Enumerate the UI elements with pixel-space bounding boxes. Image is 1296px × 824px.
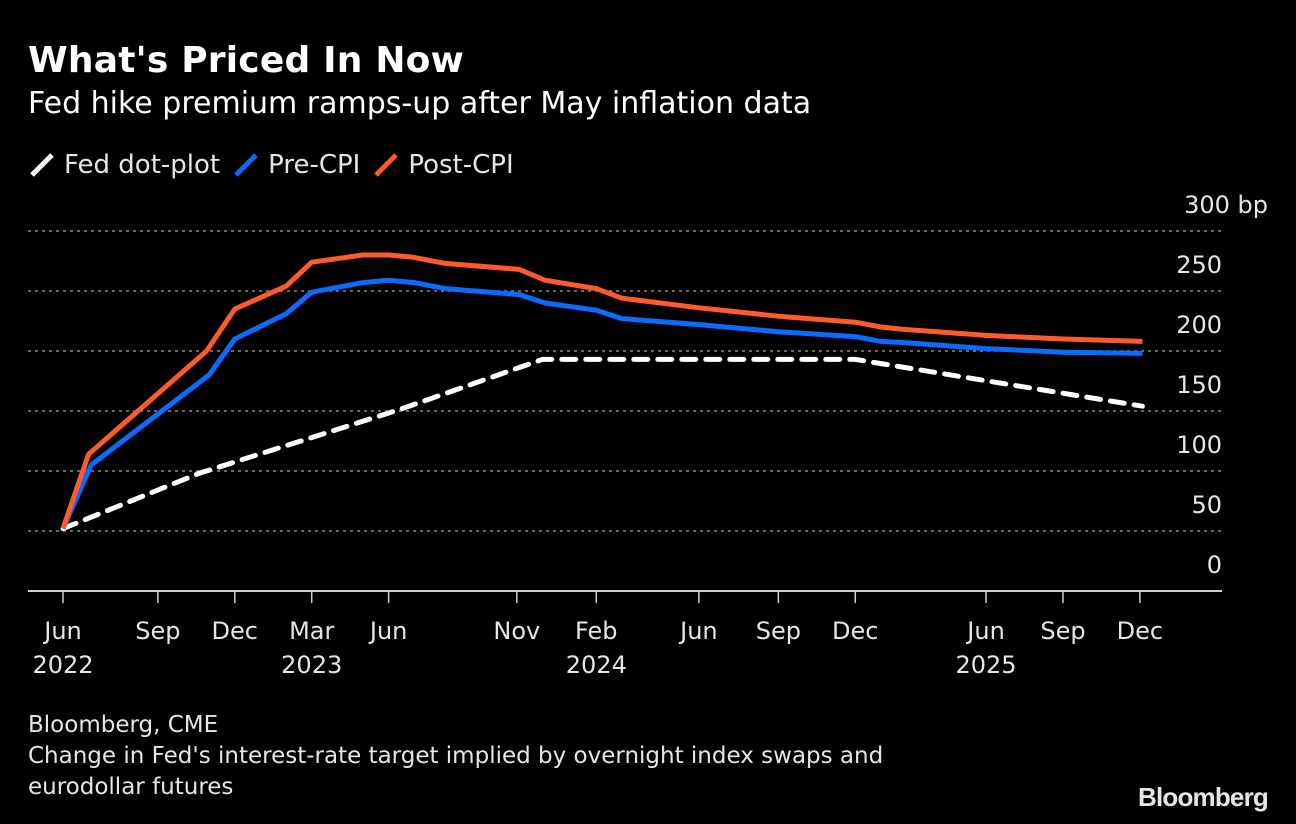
note-line-1: Change in Fed's interest-rate target imp… bbox=[28, 743, 884, 769]
x-tick-year-label: 2023 bbox=[281, 651, 342, 679]
source-text: Bloomberg, CME bbox=[28, 712, 219, 738]
chart-title: What's Priced In Now bbox=[28, 40, 465, 81]
bloomberg-logo: Bloomberg bbox=[1137, 782, 1269, 812]
x-tick-year-label: 2022 bbox=[32, 651, 93, 679]
legend-label: Fed dot-plot bbox=[64, 150, 221, 180]
x-tick-label: Feb bbox=[575, 617, 618, 645]
y-tick-label: 200 bbox=[1176, 311, 1222, 339]
x-tick-label: Jun bbox=[368, 617, 408, 645]
legend-label: Post-CPI bbox=[408, 150, 514, 180]
x-tick-label: Dec bbox=[832, 617, 878, 645]
series-line-post-cpi bbox=[60, 252, 1143, 530]
y-tick-label: 250 bbox=[1176, 251, 1222, 279]
chart-subtitle: Fed hike premium ramps-up after May infl… bbox=[28, 86, 812, 121]
x-tick-year-label: 2024 bbox=[566, 651, 627, 679]
x-axis: Jun 2022 Sep Dec Mar 2023 Jun Nov Feb 2024 Jun Sep D… bbox=[28, 590, 1222, 679]
series-line-fed-dot-plot bbox=[60, 356, 1145, 532]
note-line-2: eurodollar futures bbox=[28, 774, 234, 800]
y-tick-label: 300 bp bbox=[1184, 191, 1268, 219]
y-axis-labels: 0 50 100 150 200 250 300 bp bbox=[1176, 191, 1268, 579]
series-lines bbox=[60, 252, 1145, 532]
x-tick-label: Jun bbox=[965, 617, 1005, 645]
x-tick-label: Mar bbox=[289, 617, 334, 645]
x-tick-label: Nov bbox=[493, 617, 540, 645]
x-tick-label: Sep bbox=[756, 617, 801, 645]
legend-item-post-cpi: Post-CPI bbox=[372, 150, 514, 180]
x-tick-label: Dec bbox=[212, 617, 258, 645]
x-tick-label: Sep bbox=[135, 617, 180, 645]
x-tick-label: Dec bbox=[1117, 617, 1163, 645]
legend: Fed dot-plot Pre-CPI Post-CPI bbox=[28, 150, 526, 180]
legend-swatch-pre-cpi bbox=[234, 153, 258, 177]
x-tick-label: Sep bbox=[1040, 617, 1085, 645]
y-tick-label: 100 bbox=[1176, 431, 1222, 459]
footer: Bloomberg, CME Change in Fed's interest-… bbox=[28, 710, 883, 803]
legend-swatch-post-cpi bbox=[374, 153, 399, 177]
y-tick-label: 150 bbox=[1176, 371, 1222, 399]
y-tick-label: 50 bbox=[1191, 491, 1222, 519]
series-line-pre-cpi bbox=[60, 277, 1143, 530]
legend-item-pre-cpi: Pre-CPI bbox=[232, 150, 360, 180]
x-tick-year-label: 2025 bbox=[956, 651, 1017, 679]
legend-swatch-fed-dot-plot bbox=[30, 153, 54, 177]
x-tick-label: Jun bbox=[42, 617, 82, 645]
legend-item-fed-dot-plot: Fed dot-plot bbox=[28, 150, 220, 180]
y-tick-label: 0 bbox=[1207, 551, 1222, 579]
legend-label: Pre-CPI bbox=[268, 150, 361, 180]
x-tick-label: Jun bbox=[678, 617, 718, 645]
gridlines bbox=[28, 230, 1222, 532]
